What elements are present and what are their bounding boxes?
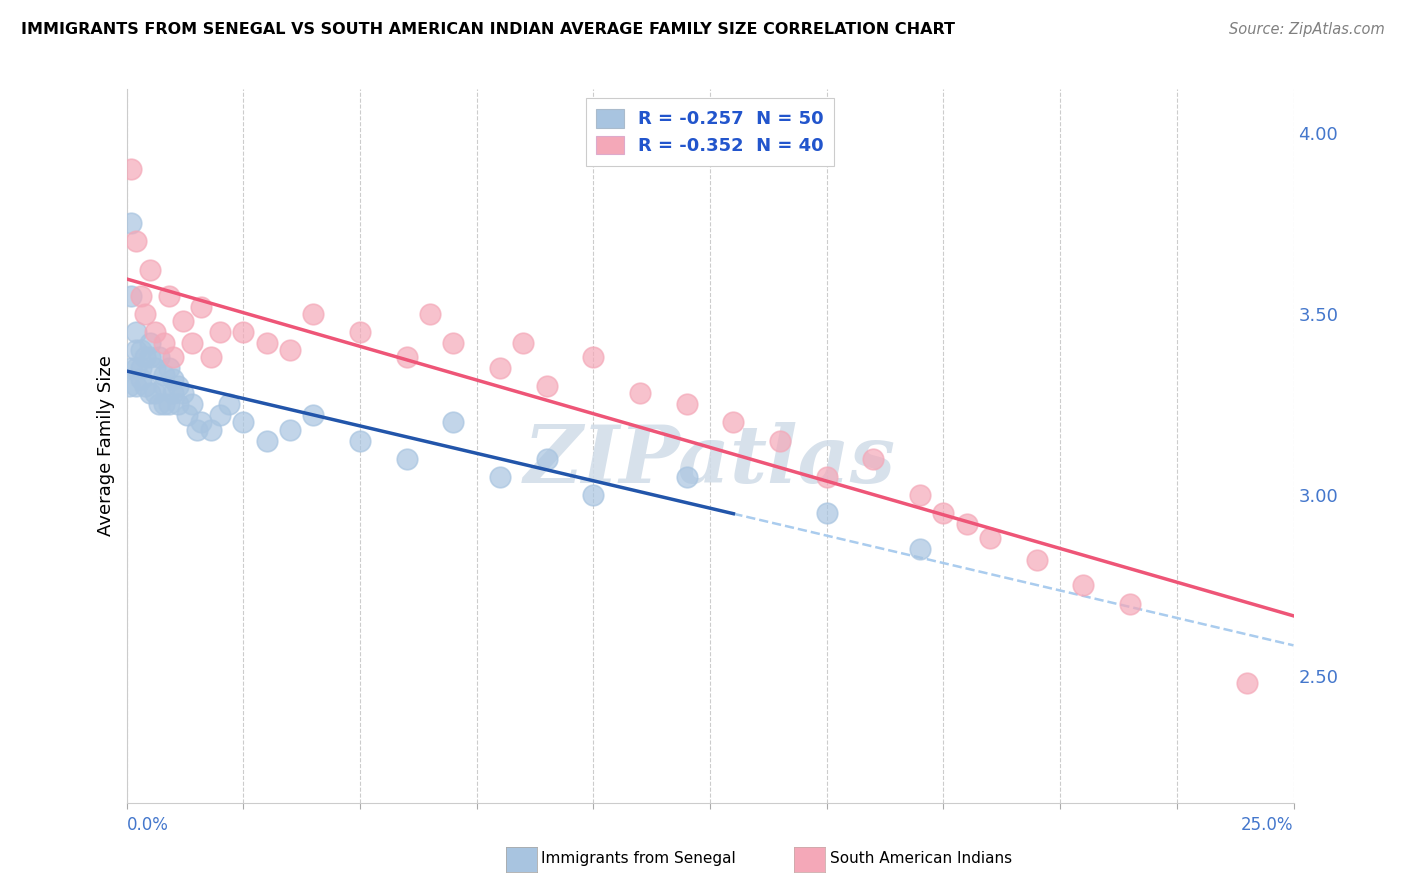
Point	[180, 397, 202, 411]
Point	[153, 397, 176, 411]
Point	[302, 307, 325, 321]
Y-axis label: Average Family Size: Average Family Size	[97, 356, 115, 536]
Point	[218, 397, 240, 411]
Point	[139, 335, 162, 350]
Point	[932, 506, 955, 520]
Point	[232, 416, 254, 430]
Point	[172, 314, 194, 328]
Point	[582, 351, 605, 365]
Point	[125, 235, 148, 249]
Point	[908, 488, 931, 502]
Point	[256, 434, 278, 448]
Point	[143, 361, 166, 376]
Point	[157, 288, 180, 302]
Point	[489, 361, 512, 376]
Text: Source: ZipAtlas.com: Source: ZipAtlas.com	[1229, 22, 1385, 37]
Point	[200, 423, 222, 437]
Point	[125, 343, 148, 357]
Text: 25.0%: 25.0%	[1241, 816, 1294, 834]
Point	[153, 335, 176, 350]
Point	[1119, 597, 1142, 611]
Point	[536, 451, 558, 466]
Point	[167, 379, 190, 393]
Point	[148, 397, 170, 411]
Point	[120, 361, 142, 376]
Point	[118, 379, 141, 393]
Point	[1025, 553, 1047, 567]
Point	[167, 397, 190, 411]
Point	[153, 379, 176, 393]
Point	[200, 351, 222, 365]
Point	[134, 307, 156, 321]
Point	[172, 386, 194, 401]
Point	[815, 506, 838, 520]
Text: IMMIGRANTS FROM SENEGAL VS SOUTH AMERICAN INDIAN AVERAGE FAMILY SIZE CORRELATION: IMMIGRANTS FROM SENEGAL VS SOUTH AMERICA…	[21, 22, 955, 37]
Text: South American Indians: South American Indians	[830, 851, 1012, 865]
Point	[512, 335, 534, 350]
Text: 0.0%: 0.0%	[127, 816, 169, 834]
Point	[129, 361, 152, 376]
Point	[190, 416, 212, 430]
Point	[153, 368, 176, 383]
Text: Immigrants from Senegal: Immigrants from Senegal	[541, 851, 737, 865]
Point	[208, 408, 231, 422]
Point	[441, 335, 464, 350]
Point	[675, 397, 697, 411]
Point	[395, 351, 418, 365]
Point	[1073, 578, 1095, 592]
Point	[139, 351, 162, 365]
Point	[769, 434, 792, 448]
Point	[349, 434, 371, 448]
Point	[180, 335, 202, 350]
Point	[232, 325, 254, 339]
Point	[419, 307, 441, 321]
Point	[441, 416, 464, 430]
Point	[862, 451, 884, 466]
Point	[489, 470, 512, 484]
Point	[815, 470, 838, 484]
Point	[162, 386, 184, 401]
Point	[148, 351, 170, 365]
Point	[628, 386, 651, 401]
Point	[129, 343, 152, 357]
Point	[134, 351, 156, 365]
Point	[129, 288, 152, 302]
Point	[278, 423, 301, 437]
Point	[208, 325, 231, 339]
Point	[190, 300, 212, 314]
Point	[143, 386, 166, 401]
Point	[120, 216, 142, 230]
Point	[582, 488, 605, 502]
Point	[162, 351, 184, 365]
Text: ZIPatlas: ZIPatlas	[524, 422, 896, 499]
Point	[256, 335, 278, 350]
Point	[120, 161, 142, 176]
Point	[675, 470, 697, 484]
Point	[162, 372, 184, 386]
Point	[125, 325, 148, 339]
Point	[143, 325, 166, 339]
Point	[139, 386, 162, 401]
Legend: R = -0.257  N = 50, R = -0.352  N = 40: R = -0.257 N = 50, R = -0.352 N = 40	[586, 98, 834, 166]
Point	[302, 408, 325, 422]
Point	[134, 379, 156, 393]
Point	[139, 263, 162, 277]
Point	[157, 361, 180, 376]
Point	[157, 397, 180, 411]
Point	[125, 379, 148, 393]
Point	[176, 408, 198, 422]
Point	[956, 516, 979, 531]
Point	[536, 379, 558, 393]
Point	[349, 325, 371, 339]
Point	[979, 532, 1001, 546]
Point	[395, 451, 418, 466]
Point	[186, 423, 208, 437]
Point	[908, 542, 931, 557]
Point	[723, 416, 745, 430]
Point	[1236, 676, 1258, 690]
Point	[125, 361, 148, 376]
Point	[129, 372, 152, 386]
Point	[278, 343, 301, 357]
Point	[120, 288, 142, 302]
